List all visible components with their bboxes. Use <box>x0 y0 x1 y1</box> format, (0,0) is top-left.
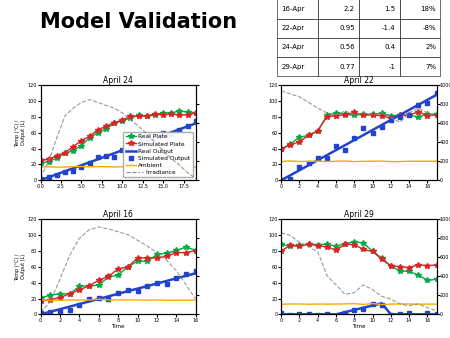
Title: April 16: April 16 <box>103 210 133 219</box>
Title: April 29: April 29 <box>344 210 374 219</box>
Legend: Real Plate, Simulated Plate, Real Output, Simulated Output, Ambient, - - Irradia: Real Plate, Simulated Plate, Real Output… <box>123 132 193 177</box>
Title: April 24: April 24 <box>103 76 133 84</box>
X-axis label: Time: Time <box>112 324 125 329</box>
Y-axis label: Temp (°C) /
Output (L): Temp (°C) / Output (L) <box>15 119 26 146</box>
X-axis label: Time: Time <box>352 324 365 329</box>
Y-axis label: Temp (°C) /
Output (L): Temp (°C) / Output (L) <box>15 253 26 281</box>
Text: Model Validation: Model Validation <box>40 12 238 32</box>
Title: April 22: April 22 <box>344 76 374 84</box>
